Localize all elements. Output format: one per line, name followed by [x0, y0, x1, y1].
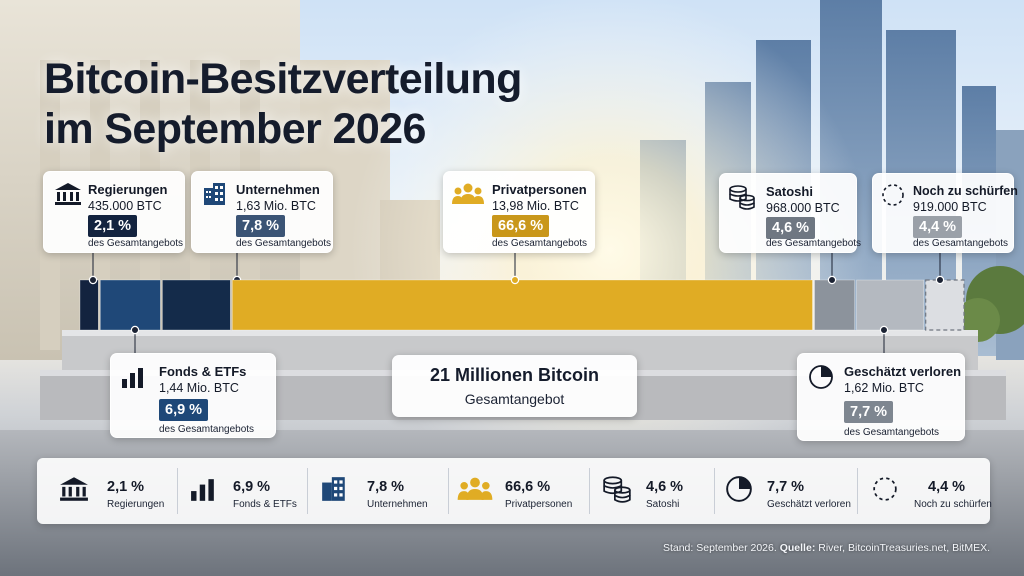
- card-category-label: Geschätzt verloren: [844, 364, 962, 379]
- people-icon: [452, 183, 484, 204]
- total-supply-title: 21 Millionen Bitcoin: [429, 365, 599, 385]
- card-amount: 435.000 BTC: [88, 199, 162, 213]
- summary-item-privatpersonen: 66,6 % Privatpersonen: [449, 458, 589, 524]
- coin-stack-icon: [729, 185, 755, 210]
- card-privatpersonen: Privatpersonen 13,98 Mio. BTC 66,6 % des…: [443, 171, 595, 253]
- summary-item-unternehmen: 7,8 % Unternehmen: [308, 458, 448, 524]
- card-category-label: Privatpersonen: [492, 182, 587, 197]
- divider: [589, 468, 590, 514]
- pie-chart-icon: [809, 365, 833, 389]
- summary-label: Regierungen: [107, 499, 165, 510]
- card-category-label: Regierungen: [88, 182, 168, 197]
- summary-label: Noch zu schürfen: [914, 499, 992, 510]
- card-percent-badge: 4,4 %: [913, 216, 963, 238]
- source-footer: Stand: September 2026. Quelle: River, Bi…: [663, 542, 990, 554]
- bar-segment-1: [100, 279, 161, 331]
- card-percent-badge: 2,1 %: [88, 215, 138, 237]
- summary-percent: 6,9 %: [233, 479, 271, 495]
- footer-date: Stand: September 2026.: [662, 542, 777, 554]
- divider: [177, 468, 178, 514]
- card-amount: 13,98 Mio. BTC: [492, 199, 579, 213]
- summary-item-regierungen: 2,1 % Regierungen: [37, 458, 177, 524]
- summary-label: Satoshi: [646, 499, 680, 510]
- card-amount: 1,44 Mio. BTC: [159, 381, 239, 395]
- card-category-label: Satoshi: [766, 184, 813, 199]
- connector-dot-4: [827, 275, 837, 285]
- footer-source-label: Quelle:: [779, 542, 816, 554]
- coin-stack-icon: [603, 476, 631, 503]
- connector-dot-0: [88, 275, 98, 285]
- card-percent-badge: 4,6 %: [766, 217, 816, 239]
- bar-chart-icon: [122, 368, 143, 388]
- summary-label: Geschätzt verloren: [767, 499, 851, 510]
- card-percent-badge: 7,8 %: [236, 215, 286, 237]
- summary-item-satoshi: 4,6 % Satoshi: [590, 458, 714, 524]
- bank-icon: [60, 477, 88, 501]
- card-subtext: des Gesamtangebots: [844, 427, 940, 438]
- divider: [714, 468, 715, 514]
- card-geschaetzt-verloren: Geschätzt verloren 1,62 Mio. BTC 7,7 % d…: [797, 353, 965, 441]
- total-supply-label: 21 Millionen Bitcoin Gesamtangebot: [392, 355, 637, 417]
- office-building-icon: [204, 183, 225, 205]
- card-fonds-etfs: Fonds & ETFs 1,44 Mio. BTC 6,9 % des Ges…: [110, 353, 276, 438]
- bar-segment-4: [814, 279, 855, 331]
- summary-strip: 2,1 % Regierungen 6,9 % Fonds & ETFs 7,8…: [37, 458, 992, 524]
- card-subtext: des Gesamtangebots: [913, 238, 1009, 249]
- summary-item-noch-zu-schuerfen: 4,4 % Noch zu schürfen: [858, 458, 992, 524]
- bar-segment-2: [162, 279, 231, 331]
- connector-dot-1: [130, 325, 140, 335]
- summary-percent: 2,1 %: [107, 479, 145, 495]
- divider: [307, 468, 308, 514]
- card-subtext: des Gesamtangebots: [492, 238, 588, 249]
- footer-source-text: River, BitcoinTreasuries.net, BitMEX.: [818, 542, 990, 554]
- divider: [448, 468, 449, 514]
- card-noch-zu-schuerfen: Noch zu schürfen 919.000 BTC 4,4 % des G…: [872, 173, 1018, 253]
- card-category-label: Noch zu schürfen: [913, 184, 1018, 198]
- card-amount: 1,62 Mio. BTC: [844, 381, 924, 395]
- bar-segment-0: [79, 279, 99, 331]
- summary-item-fonds-etfs: 6,9 % Fonds & ETFs: [178, 458, 306, 524]
- bar-segment-6: [925, 279, 965, 331]
- card-satoshi: Satoshi 968.000 BTC 4,6 % des Gesamtange…: [719, 173, 861, 253]
- card-category-label: Unternehmen: [236, 182, 320, 197]
- card-amount: 919.000 BTC: [913, 200, 987, 214]
- card-amount: 968.000 BTC: [766, 201, 840, 215]
- card-subtext: des Gesamtangebots: [766, 238, 862, 249]
- bank-icon: [55, 183, 81, 205]
- dashed-circle-icon: [882, 184, 904, 206]
- card-regierungen: Regierungen 435.000 BTC 2,1 % des Gesamt…: [43, 171, 185, 253]
- bar-segment-3: [232, 279, 813, 331]
- summary-item-geschaetzt-verloren: 7,7 % Geschätzt verloren: [715, 458, 857, 524]
- card-subtext: des Gesamtangebots: [88, 238, 184, 249]
- total-supply-subtitle: Gesamtangebot: [464, 391, 565, 407]
- card-percent-badge: 7,7 %: [844, 401, 894, 423]
- bar-chart-icon: [191, 479, 214, 501]
- dashed-circle-icon: [873, 477, 897, 501]
- card-subtext: des Gesamtangebots: [236, 238, 332, 249]
- people-icon: [457, 477, 493, 500]
- card-percent-badge: 6,9 %: [159, 399, 209, 421]
- card-unternehmen: Unternehmen 1,63 Mio. BTC 7,8 % des Gesa…: [191, 171, 333, 253]
- summary-label: Fonds & ETFs: [233, 499, 297, 510]
- summary-percent: 66,6 %: [505, 479, 551, 495]
- card-amount: 1,63 Mio. BTC: [236, 199, 316, 213]
- connector-dot-6: [935, 275, 945, 285]
- summary-label: Privatpersonen: [505, 499, 573, 510]
- page-title: Bitcoin-Besitzverteilung im September 20…: [44, 55, 522, 153]
- pie-chart-icon: [726, 476, 752, 502]
- summary-label: Unternehmen: [367, 499, 428, 510]
- summary-percent: 4,6 %: [646, 479, 684, 495]
- connector-dot-5: [879, 325, 889, 335]
- office-building-icon: [322, 477, 345, 501]
- card-category-label: Fonds & ETFs: [159, 364, 247, 379]
- card-percent-badge: 66,6 %: [492, 215, 550, 237]
- divider: [857, 468, 858, 514]
- summary-percent: 7,7 %: [767, 479, 805, 495]
- connector-dot-3: [510, 275, 520, 285]
- bar-segment-5: [856, 279, 924, 331]
- summary-percent: 7,8 %: [367, 479, 405, 495]
- card-subtext: des Gesamtangebots: [159, 424, 255, 435]
- summary-percent: 4,4 %: [928, 479, 966, 495]
